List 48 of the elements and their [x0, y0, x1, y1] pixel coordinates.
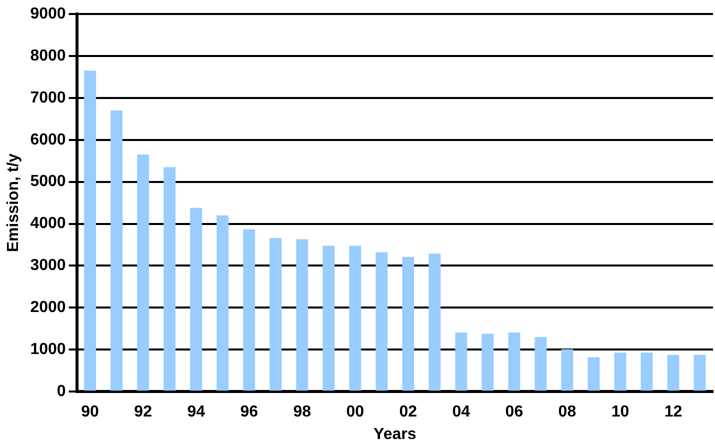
x-tick-label: 12 [664, 404, 682, 421]
bar [137, 154, 150, 391]
bar [588, 357, 600, 391]
bar [482, 334, 494, 391]
bar [694, 354, 706, 391]
y-tick-label: 3000 [30, 257, 66, 274]
y-tick-label: 7000 [30, 89, 66, 106]
bar [640, 352, 653, 391]
bar [534, 337, 547, 391]
bar [84, 70, 96, 391]
bar [667, 354, 680, 391]
x-tick-label: 06 [505, 404, 524, 421]
bar [428, 254, 441, 391]
x-tick-label: 98 [293, 404, 312, 421]
x-tick-label: 90 [81, 404, 100, 421]
y-tick-label: 0 [56, 383, 66, 400]
x-axis-title: Years [374, 426, 416, 443]
bar [561, 349, 574, 391]
x-tick-label: 96 [240, 404, 258, 421]
y-tick-label: 5000 [30, 173, 66, 190]
y-tick-label: 1000 [30, 341, 66, 358]
x-tick-label: 08 [558, 404, 576, 421]
y-tick-label: 2000 [30, 299, 66, 316]
x-tick-label: 92 [134, 404, 152, 421]
x-tick-label: 10 [611, 404, 630, 421]
bar [614, 352, 626, 391]
y-tick-label: 6000 [30, 131, 66, 148]
bar [243, 229, 256, 391]
bar [455, 332, 468, 391]
bar [376, 252, 388, 391]
y-tick-label: 8000 [30, 47, 66, 64]
x-tick-label: 02 [399, 404, 418, 421]
x-tick-label: 94 [187, 404, 206, 421]
bar [296, 239, 308, 391]
x-tick-label: 00 [346, 404, 364, 421]
bar [110, 110, 123, 391]
bar [508, 332, 520, 391]
x-tick-label: 04 [452, 404, 470, 421]
bar [190, 208, 202, 391]
y-tick-label: 9000 [30, 5, 66, 22]
bar [270, 238, 282, 391]
bar [349, 246, 362, 391]
y-tick-label: 4000 [30, 215, 66, 232]
y-axis-title: Emission, t/y [5, 153, 22, 252]
bar [322, 246, 335, 391]
bar [402, 256, 414, 391]
bar [164, 167, 176, 391]
bar [216, 215, 229, 391]
